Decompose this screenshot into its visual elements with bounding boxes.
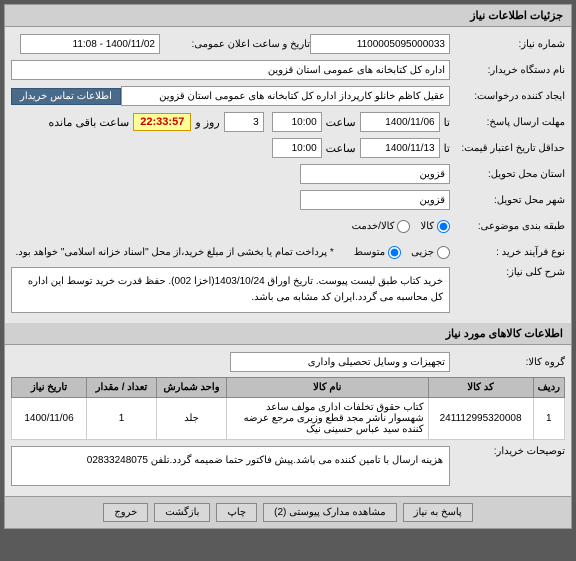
- countdown-timer: 22:33:57: [133, 113, 191, 131]
- validity-time-field: 10:00: [272, 138, 322, 158]
- validity-prefix: تا: [444, 142, 450, 155]
- items-table: ردیف کد کالا نام کالا واحد شمارش تعداد /…: [11, 377, 565, 440]
- col-unit: واحد شمارش: [157, 378, 227, 398]
- main-header: جزئیات اطلاعات نیاز: [5, 5, 571, 27]
- small-radio[interactable]: [437, 246, 450, 259]
- subject-class-label: طبقه بندی موضوعی:: [450, 221, 565, 232]
- days-count-field: 3: [224, 112, 264, 132]
- cell-date: 1400/11/06: [12, 398, 87, 440]
- province-field: قزوین: [300, 164, 450, 184]
- process-radio-group: جزیی متوسط: [354, 246, 450, 259]
- subject-radio-group: کالا کالا/خدمت: [352, 220, 450, 233]
- group-field: تجهیزات و وسایل تحصیلی واداری: [230, 352, 450, 372]
- row-validity: حداقل تاریخ اعتبار قیمت: تا 1400/11/13 س…: [11, 137, 565, 159]
- col-code: کد کالا: [428, 378, 533, 398]
- days-suffix: روز و: [195, 116, 219, 129]
- buyer-notes-label: توصیحات خریدار:: [450, 446, 565, 457]
- summary-text: خرید کتاب طبق لیست پیوست. تاریخ اوراق 14…: [11, 267, 450, 313]
- cell-idx: 1: [533, 398, 564, 440]
- city-field: قزوین: [300, 190, 450, 210]
- requester-field: عقیل کاظم خانلو کارپرداز اداره کل کتابخا…: [121, 86, 450, 106]
- buyer-label: نام دستگاه خریدار:: [450, 65, 565, 76]
- time-label-1: ساعت: [326, 116, 356, 129]
- back-button[interactable]: بازگشت: [154, 503, 210, 522]
- requester-label: ایجاد کننده درخواست:: [450, 91, 565, 102]
- exit-button[interactable]: خروج: [103, 503, 148, 522]
- cell-code: 241112995320008: [428, 398, 533, 440]
- province-label: استان محل تحویل:: [450, 169, 565, 180]
- service-radio-item[interactable]: کالا/خدمت: [352, 220, 411, 233]
- time-label-2: ساعت: [326, 142, 356, 155]
- small-radio-label: جزیی: [411, 247, 434, 258]
- summary-label: شرح کلی نیاز:: [450, 267, 565, 278]
- row-summary: شرح کلی نیاز: خرید کتاب طبق لیست پیوست. …: [11, 267, 565, 313]
- city-label: شهر محل تحویل:: [450, 195, 565, 206]
- attachments-button[interactable]: مشاهده مدارک پیوستی (2): [263, 503, 397, 522]
- items-header: اطلاعات کالاهای مورد نیاز: [5, 323, 571, 345]
- service-radio-label: کالا/خدمت: [352, 221, 395, 232]
- button-bar: پاسخ به نیاز مشاهده مدارک پیوستی (2) چاپ…: [5, 496, 571, 528]
- row-city: شهر محل تحویل: قزوین: [11, 189, 565, 211]
- group-label: گروه کالا:: [450, 357, 565, 368]
- announce-field: 1400/11/02 - 11:08: [20, 34, 160, 54]
- validity-label: حداقل تاریخ اعتبار قیمت:: [450, 143, 565, 154]
- row-requester: ایجاد کننده درخواست: عقیل کاظم خانلو کار…: [11, 85, 565, 107]
- need-number-field: 1100005095000033: [310, 34, 450, 54]
- process-label: نوع فرآیند خرید :: [450, 247, 565, 258]
- col-row: ردیف: [533, 378, 564, 398]
- medium-radio[interactable]: [388, 246, 401, 259]
- cell-qty: 1: [87, 398, 157, 440]
- medium-radio-item[interactable]: متوسط: [354, 246, 401, 259]
- need-number-label: شماره نیاز:: [450, 39, 565, 50]
- row-buyer-notes: توصیحات خریدار: هزینه ارسال با تامین کنن…: [11, 446, 565, 486]
- deadline-time-field: 10:00: [272, 112, 322, 132]
- row-deadline: مهلت ارسال پاسخ: تا 1400/11/06 ساعت 10:0…: [11, 111, 565, 133]
- info-body: شماره نیاز: 1100005095000033 تاریخ و ساع…: [5, 27, 571, 323]
- cell-unit: جلد: [157, 398, 227, 440]
- table-row[interactable]: 1 241112995320008 کتاب حقوق تخلفات اداری…: [12, 398, 565, 440]
- row-buyer: نام دستگاه خریدار: اداره کل کتابخانه های…: [11, 59, 565, 81]
- row-group: گروه کالا: تجهیزات و وسایل تحصیلی واداری: [11, 351, 565, 373]
- validity-date-field: 1400/11/13: [360, 138, 440, 158]
- deadline-date-field: 1400/11/06: [360, 112, 440, 132]
- announce-label: تاریخ و ساعت اعلان عمومی:: [160, 39, 310, 50]
- payment-note: * پرداخت تمام یا بخشی از مبلغ خرید،از مح…: [15, 247, 333, 258]
- service-radio[interactable]: [397, 220, 410, 233]
- goods-radio-item[interactable]: کالا: [420, 220, 450, 233]
- deadline-prefix: تا: [444, 116, 450, 129]
- row-subject-class: طبقه بندی موضوعی: کالا کالا/خدمت: [11, 215, 565, 237]
- deadline-label: مهلت ارسال پاسخ:: [450, 117, 565, 128]
- cell-name: کتاب حقوق تخلفات اداری مولف ساعد شهسوار …: [227, 398, 429, 440]
- table-header-row: ردیف کد کالا نام کالا واحد شمارش تعداد /…: [12, 378, 565, 398]
- row-need-number: شماره نیاز: 1100005095000033 تاریخ و ساع…: [11, 33, 565, 55]
- print-button[interactable]: چاپ: [216, 503, 257, 522]
- medium-radio-label: متوسط: [354, 247, 385, 258]
- timer-suffix: ساعت باقی مانده: [49, 116, 130, 129]
- col-qty: تعداد / مقدار: [87, 378, 157, 398]
- buyer-field: اداره کل کتابخانه های عمومی استان قزوین: [11, 60, 450, 80]
- reply-button[interactable]: پاسخ به نیاز: [403, 503, 473, 522]
- col-name: نام کالا: [227, 378, 429, 398]
- col-date: تاریخ نیاز: [12, 378, 87, 398]
- row-process: نوع فرآیند خرید : جزیی متوسط * پرداخت تم…: [11, 241, 565, 263]
- row-province: استان محل تحویل: قزوین: [11, 163, 565, 185]
- contact-button[interactable]: اطلاعات تماس خریدار: [11, 88, 121, 105]
- main-panel: جزئیات اطلاعات نیاز شماره نیاز: 11000050…: [4, 4, 572, 529]
- buyer-notes-text: هزینه ارسال با تامین کننده می باشد.پیش ف…: [11, 446, 450, 486]
- items-body: گروه کالا: تجهیزات و وسایل تحصیلی واداری…: [5, 345, 571, 496]
- goods-radio[interactable]: [437, 220, 450, 233]
- small-radio-item[interactable]: جزیی: [411, 246, 450, 259]
- goods-radio-label: کالا: [420, 221, 434, 232]
